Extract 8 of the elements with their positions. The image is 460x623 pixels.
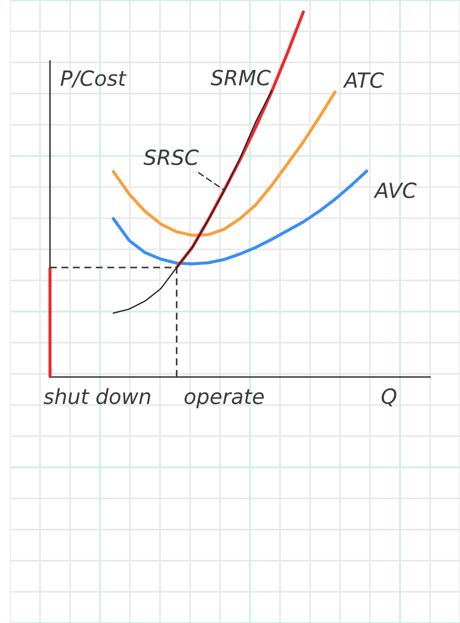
x-axis-title: Q	[382, 388, 396, 406]
y-axis-title: P/Cost	[60, 70, 127, 88]
series-label: SRSC	[144, 149, 199, 166]
x-tick-label: shut down	[44, 388, 150, 404]
x-tick-label: operate	[184, 389, 264, 408]
series-label: ATC	[342, 72, 384, 88]
series-label: SRMC	[210, 70, 271, 86]
series-label: AVC	[374, 182, 417, 198]
